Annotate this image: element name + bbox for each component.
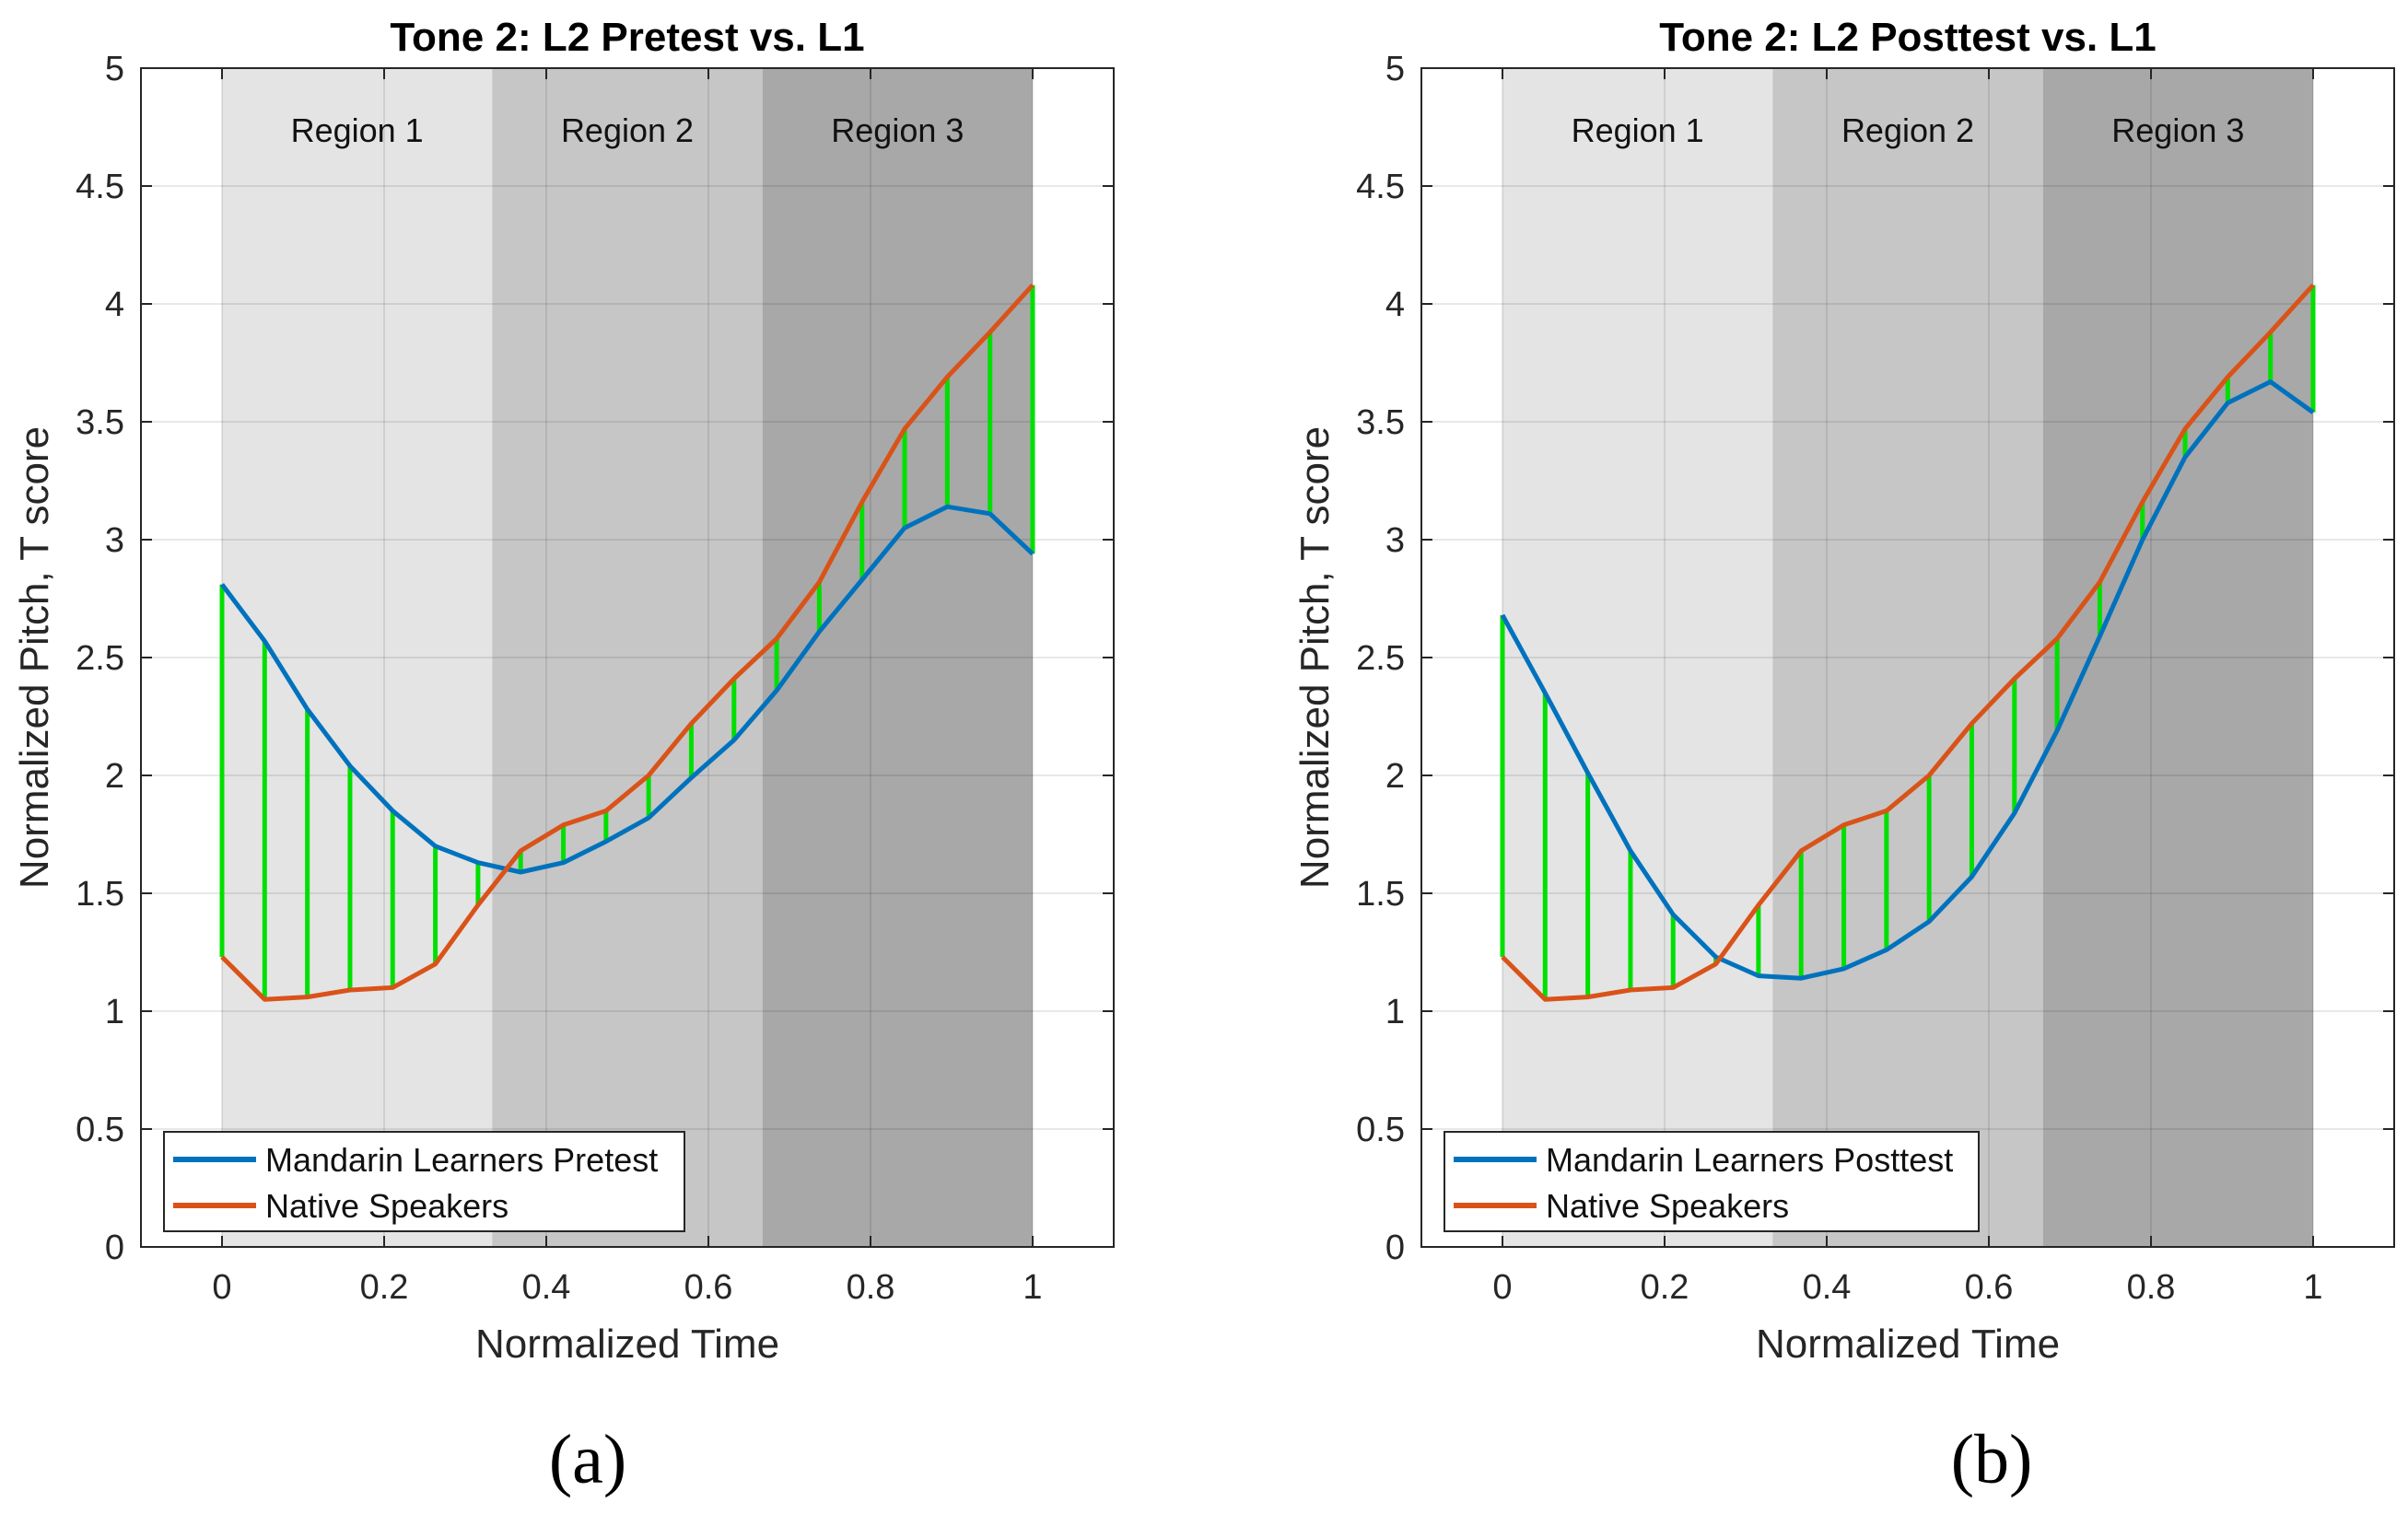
y-tick-label: 0 [1385,1229,1405,1267]
y-tick-label: 4 [1385,285,1405,324]
x-tick-label: 0.6 [1965,1268,2014,1307]
y-tick-label: 0.5 [76,1111,124,1149]
x-tick-label: 0.8 [2127,1268,2176,1307]
x-tick-label: 0 [1492,1268,1512,1307]
y-tick-label: 1 [1385,993,1405,1031]
y-tick-label: 1 [105,993,124,1031]
panel-label: (a) [549,1421,626,1498]
y-tick-label: 3.5 [1356,403,1405,442]
legend: Mandarin Learners Pretest Native Speakers [163,1131,685,1232]
chart-panel-a: Region 1 Region 2 Region 3 0 0.2 0.4 0.6 0.8 1 0 0… [12,15,1115,1498]
x-tick-label: 0.2 [1641,1268,1689,1307]
region-2-shading [492,68,763,1247]
y-tick-label: 2 [105,757,124,796]
panel-label: (b) [1951,1421,2033,1498]
y-tick-label: 3 [1385,521,1405,560]
plot-area: Region 1 Region 2 Region 3 0 0.2 0.4 0.6 0.8 1 0 0… [76,50,1115,1307]
x-tick-label: 0.4 [522,1268,571,1307]
y-tick-label: 0 [105,1229,124,1267]
x-tick-label: 1 [2303,1268,2322,1307]
legend-box [163,1131,685,1232]
y-tick-label: 4.5 [1356,168,1405,206]
region-2-shading [1772,68,2043,1247]
plot-area: Region 1 Region 2 Region 3 0 0.2 0.4 0.6 0.8 1 0 0… [1356,50,2395,1307]
y-tick-label: 5 [105,50,124,88]
region-label: Region 1 [291,111,424,149]
x-tick-label: 0 [212,1268,231,1307]
region-label: Region 3 [2111,111,2244,149]
x-tick-label: 0.2 [360,1268,409,1307]
y-tick-label: 1.5 [76,875,124,914]
learners-series-line [220,504,1035,875]
chart-panel-b: Region 1 Region 2 Region 3 0 0.2 0.4 0.6 0.8 1 0 0… [1292,15,2395,1498]
x-tick-label: 0.8 [847,1268,895,1307]
legend-label: Mandarin Learners Posttest [1546,1141,1953,1179]
region-label: Region 3 [831,111,964,149]
legend: Mandarin Learners Posttest Native Speaker… [1444,1131,1980,1232]
x-tick-label: 0.6 [684,1268,733,1307]
region-1-shading [1502,68,1773,1247]
legend-label: Native Speakers [1546,1187,1789,1225]
x-axis-label: Normalized Time [475,1322,779,1367]
y-tick-label: 3 [105,521,124,560]
y-tick-label: 5 [1385,50,1405,88]
region-label: Region 1 [1572,111,1704,149]
region-label: Region 2 [1841,111,1974,149]
y-axis-label: Normalized Pitch, T score [12,426,57,889]
chart-title: Tone 2: L2 Posttest vs. L1 [1659,15,2157,60]
region-1-shading [222,68,493,1247]
y-axis-label: Normalized Pitch, T score [1292,426,1338,889]
y-tick-label: 1.5 [1356,875,1405,914]
native-series-line [220,283,1035,1002]
y-tick-label: 2.5 [76,639,124,678]
region-label: Region 2 [561,111,694,149]
y-tick-label: 4.5 [76,168,124,206]
region-3-shading [762,68,1033,1247]
x-axis-label: Normalized Time [1756,1322,2060,1367]
x-tick-label: 1 [1023,1268,1042,1307]
legend-label: Mandarin Learners Pretest [265,1141,658,1179]
y-tick-label: 2.5 [1356,639,1405,678]
x-tick-label: 0.4 [1803,1268,1852,1307]
y-tick-label: 3.5 [76,403,124,442]
y-tick-label: 4 [105,285,124,324]
learners-series-line [1500,379,2315,981]
native-series-line [1501,283,2315,1002]
legend-box [1444,1131,1980,1232]
y-tick-label: 2 [1385,757,1405,796]
y-tick-label: 0.5 [1356,1111,1405,1149]
legend-label: Native Speakers [265,1187,508,1225]
chart-title: Tone 2: L2 Pretest vs. L1 [390,15,864,60]
